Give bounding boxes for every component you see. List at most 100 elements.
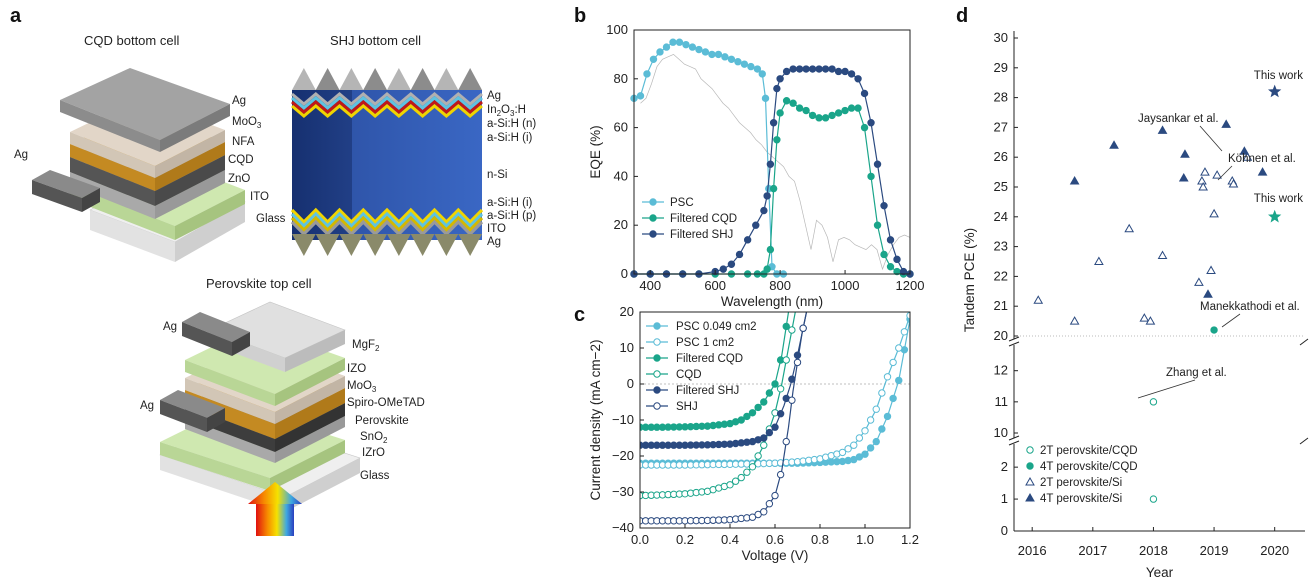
jv-legend-label: CQD <box>676 369 702 381</box>
shj-pyramid <box>458 68 482 90</box>
psc-side-ag-top: Ag <box>163 321 177 333</box>
shj-bottom-pyramid <box>363 234 387 256</box>
pce-y-tick-label: 20 <box>994 328 1008 343</box>
eqe-point <box>743 236 752 244</box>
eqe-point <box>727 260 736 268</box>
pce-point <box>1221 119 1232 128</box>
pce-point <box>1149 495 1158 503</box>
shj-pyramid <box>363 68 387 90</box>
eqe-point <box>758 70 766 78</box>
shj-layer-nsi: n-Si <box>487 169 507 181</box>
pce-point <box>1094 256 1104 265</box>
psc-layer-spiro: Spiro-OMeTAD <box>347 397 425 409</box>
eqe-point <box>873 221 882 229</box>
pce-point <box>1203 289 1213 298</box>
pce-y-tick-label: 26 <box>994 149 1008 164</box>
jv-x-tick-label: 0.2 <box>676 532 694 547</box>
pce-point <box>1210 326 1218 334</box>
shj-layer-ag-bottom: Ag <box>487 236 501 248</box>
shj-bottom-pyramid <box>387 234 411 256</box>
eqe-point <box>727 55 736 63</box>
eqe-point <box>662 43 671 51</box>
shj-layer-in2o3: In2O3:H <box>487 104 526 118</box>
eqe-legend-label: PSC <box>670 197 694 209</box>
pce-point <box>1268 84 1282 98</box>
shj-layer-ag-top: Ag <box>487 90 501 102</box>
eqe-point <box>766 160 775 168</box>
eqe-x-tick-label: 600 <box>704 278 726 293</box>
eqe-point <box>815 65 823 73</box>
pce-y-tick-label: 11 <box>995 394 1009 409</box>
pce-x-axis-label: Year <box>1146 565 1174 580</box>
jv-point <box>782 322 790 331</box>
pce-axis-break <box>1299 437 1309 445</box>
psc-layer-izo: IZO <box>347 363 366 375</box>
jv-point <box>771 423 779 431</box>
jv-x-tick-label: 1.2 <box>901 532 919 547</box>
jv-legend-label: Filtered SHJ <box>676 385 739 397</box>
eqe-point <box>773 136 781 144</box>
jv-point <box>889 394 897 403</box>
shj-bottom-pyramid <box>410 234 435 256</box>
incident-light-arrow-icon <box>248 482 302 536</box>
eqe-point <box>847 104 856 112</box>
pce-point <box>1268 209 1282 223</box>
eqe-point <box>735 250 744 259</box>
eqe-point <box>893 255 901 264</box>
eqe-point <box>776 75 784 83</box>
pce-x-tick-label: 2020 <box>1260 543 1289 558</box>
pce-y-tick-label: 0 <box>1001 523 1008 538</box>
eqe-point <box>821 114 830 122</box>
jv-point <box>782 356 790 364</box>
pce-x-tick-label: 2018 <box>1139 543 1168 558</box>
panel-label-a: a <box>10 5 22 27</box>
pce-y-tick-label: 12 <box>994 363 1008 378</box>
pce-y-tick-label: 21 <box>994 298 1008 313</box>
annotation-this-work-cqd: This work <box>1254 193 1303 205</box>
annotation-leader <box>1221 313 1241 328</box>
cqd-title: CQD bottom cell <box>84 33 179 48</box>
eqe-point <box>636 92 645 100</box>
pce-legend-label: 2T perovskite/Si <box>1040 477 1122 489</box>
eqe-point <box>734 58 742 66</box>
pce-y-tick-label: 24 <box>994 209 1008 224</box>
pce-y-axis-label: Tandem PCE (%) <box>962 228 977 332</box>
eqe-point <box>761 94 770 103</box>
cqd-layer-moo3: MoO3 <box>232 116 262 130</box>
eqe-point <box>808 65 817 73</box>
eqe-point <box>769 184 778 193</box>
psc-layer-izro: IZrO <box>362 447 385 459</box>
shj-title: SHJ bottom cell <box>330 33 421 48</box>
eqe-y-tick-label: 80 <box>614 71 628 86</box>
eqe-point <box>873 160 882 168</box>
shj-bottom-pyramid <box>292 234 316 256</box>
eqe-point <box>688 43 697 51</box>
shj-pyramid <box>434 68 459 90</box>
eqe-point <box>815 114 823 122</box>
eqe-point <box>656 48 664 56</box>
jv-x-axis-label: Voltage (V) <box>742 548 809 563</box>
pce-y-tick-label: 1 <box>1001 491 1008 506</box>
shj-cell-diagram: SHJ bottom cell Ag In2O3:H a-Si:H (n) a-… <box>290 33 536 256</box>
eqe-point <box>880 201 888 210</box>
eqe-y-tick-label: 60 <box>614 120 628 135</box>
shj-pyramid <box>410 68 435 90</box>
eqe-point <box>795 65 804 73</box>
cqd-side-ag: Ag <box>14 149 28 161</box>
cqd-layer-zno: ZnO <box>228 173 250 185</box>
eqe-x-tick-label: 400 <box>639 278 661 293</box>
jv-legend-marker <box>653 370 661 378</box>
shj-layer-asi-i-bottom: a-Si:H (i) <box>487 197 533 209</box>
eqe-x-tick-label: 1000 <box>831 278 860 293</box>
eqe-point <box>714 50 723 59</box>
psc-layer-mgf2: MgF2 <box>352 339 380 353</box>
eqe-point <box>834 67 843 76</box>
shj-top-layer <box>291 92 483 106</box>
pce-point <box>1149 398 1158 406</box>
eqe-point <box>867 119 875 127</box>
jv-point <box>765 389 774 397</box>
eqe-point <box>802 65 810 73</box>
eqe-point <box>760 206 768 215</box>
eqe-point <box>808 111 817 120</box>
